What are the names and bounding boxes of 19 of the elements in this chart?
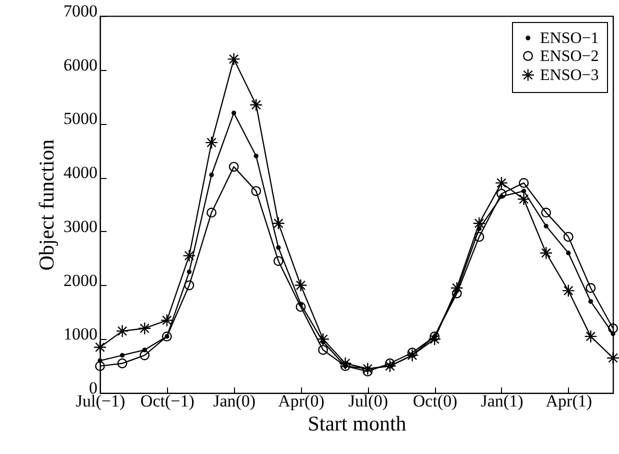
y-tick-label: 5000 — [64, 109, 98, 128]
y-tick-label: 1000 — [64, 324, 98, 344]
x-tick-label: Oct(0) — [412, 392, 458, 410]
x-tick-label: Apr(0) — [278, 392, 324, 410]
x-axis-title: Start month — [308, 412, 407, 436]
y-tick-label: 4000 — [64, 163, 98, 182]
legend-label: ENSO−1 — [540, 30, 599, 47]
y-tick-label: 3000 — [64, 216, 98, 236]
y-axis-title: Object function — [34, 138, 58, 271]
y-tick-label: 2000 — [64, 270, 98, 290]
x-tick-label: Jan(0) — [213, 392, 256, 410]
legend-label: ENSO−3 — [540, 67, 599, 84]
x-tick-label: Apr(1) — [546, 392, 592, 410]
legend-label: ENSO−2 — [540, 48, 599, 65]
y-tick-label: 6000 — [64, 55, 98, 74]
x-tick-label: Oct(−1) — [140, 392, 194, 410]
y-tick-label: 7000 — [64, 2, 98, 20]
x-tick-label: Jul(0) — [348, 392, 388, 410]
x-tick-label: Jan(1) — [480, 392, 524, 410]
